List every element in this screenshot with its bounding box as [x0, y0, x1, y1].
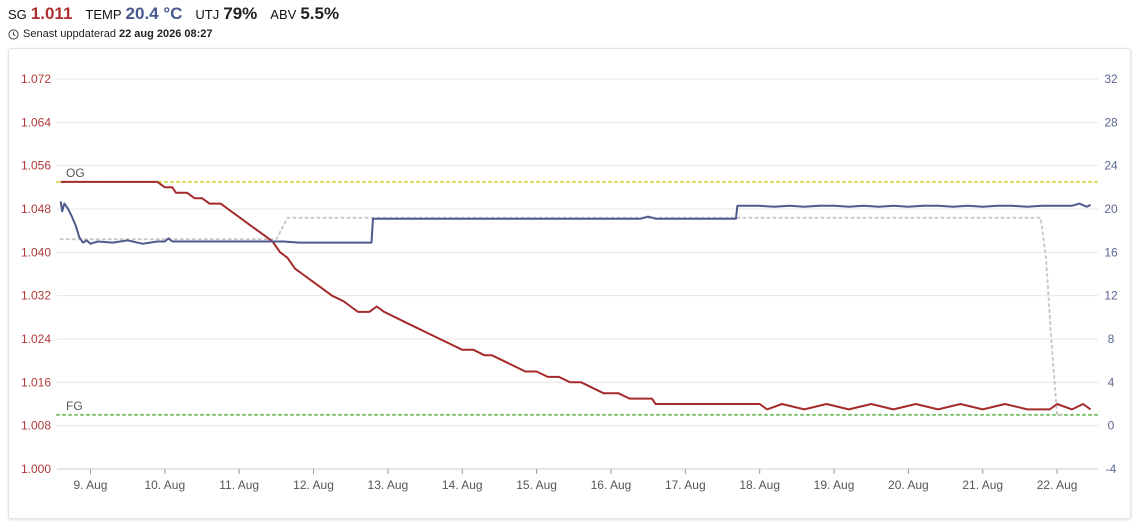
y-left-tick-label: 1.048 [21, 202, 51, 216]
last-updated: Senast uppdaterad 22 aug 2026 08:27 [8, 28, 213, 40]
clock-icon [8, 28, 19, 40]
y-right-tick-label: 32 [1104, 72, 1118, 86]
grid [57, 78, 1098, 470]
temp-label: TEMP [85, 7, 122, 22]
x-tick-label: 10. Aug [144, 478, 185, 492]
y-right-tick-label: 12 [1104, 289, 1118, 303]
sg-value: 1.011 [30, 4, 73, 23]
x-tick-label: 19. Aug [814, 478, 855, 492]
series-lines [59, 180, 1092, 416]
y-left-tick-label: 1.000 [21, 462, 51, 476]
x-tick-label: 11. Aug [219, 478, 259, 492]
x-tick-label: 17. Aug [665, 478, 706, 492]
y-right-tick-label: 0 [1108, 419, 1115, 433]
y-right-tick-label: 8 [1108, 332, 1115, 346]
y-left-tick-label: 1.040 [21, 245, 51, 259]
temp-series-line [59, 201, 1092, 245]
y-left-tick-label: 1.032 [21, 289, 51, 303]
x-tick-label: 9. Aug [73, 478, 107, 492]
y-left-tick-label: 1.072 [21, 72, 51, 86]
y-right-tick-label: 28 [1104, 115, 1118, 129]
y-left-tick-label: 1.056 [21, 159, 51, 173]
y-left-tick-label: 1.064 [21, 115, 51, 129]
abv-value: 5.5% [300, 4, 340, 23]
axes: 1.000 1.008 1.016 1.024 1.032 1.040 1.048 1.056… [21, 72, 1118, 492]
x-tick-label: 21. Aug [962, 478, 1003, 492]
updated-label: Senast uppdaterad [23, 28, 116, 40]
x-tick-label: 14. Aug [442, 478, 483, 492]
stats-bar: SG 1.011 TEMP 20.4 °C UTJ 79% ABV 5.5% [8, 4, 352, 24]
x-tick-label: 18. Aug [739, 478, 780, 492]
x-tick-label: 16. Aug [591, 478, 632, 492]
abv-label: ABV [270, 7, 297, 22]
utj-label: UTJ [195, 7, 220, 22]
y-right-tick-label: 20 [1104, 202, 1118, 216]
x-tick-label: 20. Aug [888, 478, 929, 492]
sg-series-line [60, 180, 1092, 411]
y-left-tick-label: 1.008 [21, 419, 51, 433]
y-right-tick-label: -4 [1106, 462, 1117, 476]
fg-label: FG [66, 399, 83, 413]
x-tick-label: 13. Aug [368, 478, 409, 492]
chart-card [8, 48, 1131, 519]
x-tick-label: 22. Aug [1037, 478, 1078, 492]
y-left-tick-label: 1.024 [21, 332, 51, 346]
y-left-tick-label: 1.016 [21, 375, 51, 389]
x-tick-label: 12. Aug [293, 478, 334, 492]
utj-value: 79% [223, 4, 258, 23]
og-label: OG [66, 166, 85, 180]
y-right-tick-label: 4 [1108, 375, 1115, 389]
y-right-tick-label: 24 [1104, 159, 1118, 173]
y-right-tick-label: 16 [1104, 245, 1118, 259]
updated-value: 22 aug 2026 08:27 [118, 28, 213, 40]
reference-lines: OG FG [56, 166, 1099, 416]
temp-value: 20.4 °C [125, 4, 183, 23]
sg-label: SG [8, 7, 27, 22]
target-temp-series-line [59, 216, 1066, 416]
x-tick-label: 15. Aug [516, 478, 557, 492]
